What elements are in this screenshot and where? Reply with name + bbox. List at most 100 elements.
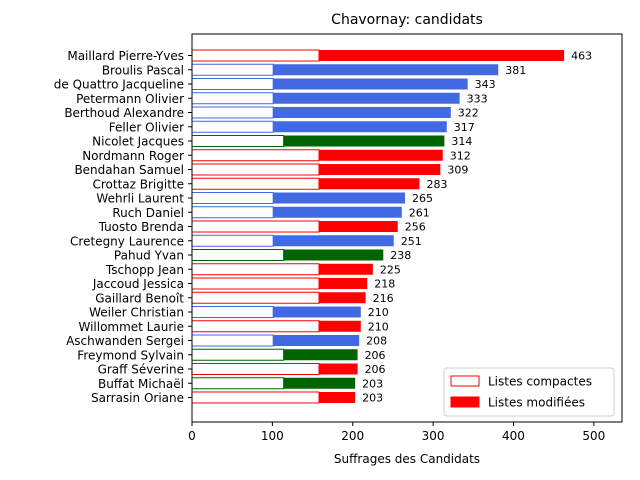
x-tick-label: 200 <box>341 429 364 443</box>
bar-modified <box>273 235 394 247</box>
bar-compact <box>191 49 320 62</box>
value-label: 314 <box>451 135 472 148</box>
bar-compact <box>191 106 274 119</box>
bar-compact <box>191 220 320 233</box>
legend: Listes compactes Listes modifiées <box>443 367 615 417</box>
bar-modified <box>273 192 405 204</box>
x-tick-label: 500 <box>582 429 605 443</box>
bar-compact <box>191 334 274 347</box>
bar-modified <box>273 121 447 133</box>
y-tick-label: Ruch Daniel <box>112 206 184 220</box>
bar-modified <box>273 206 402 218</box>
axes-layer: 0 100 200 300 400 500 <box>188 33 623 443</box>
bar-compact <box>191 249 285 261</box>
bar-modified <box>318 178 420 190</box>
bar-modified <box>318 278 368 289</box>
plot-frame <box>191 33 623 423</box>
legend-label: Listes compactes <box>488 375 592 389</box>
y-tick-label: Maillard Pierre-Yves <box>67 49 184 63</box>
bar-modified <box>318 164 441 175</box>
y-tick-label: Gaillard Benoît <box>95 291 184 305</box>
bar-compact <box>191 149 320 162</box>
bar-compact <box>191 291 320 304</box>
bar-compact <box>191 348 285 361</box>
value-label: 322 <box>458 107 479 120</box>
bar-modified <box>273 335 360 346</box>
bar-modified <box>318 50 565 61</box>
x-tick-label: 100 <box>261 429 284 443</box>
bar-modified <box>318 363 358 375</box>
bar-compact <box>191 320 320 333</box>
legend-swatch <box>450 396 480 408</box>
value-label: 208 <box>366 335 387 348</box>
bar-modified <box>283 349 358 361</box>
bar-modified <box>318 221 398 232</box>
bar-modified <box>318 320 361 332</box>
bar-compact <box>191 78 274 90</box>
value-label: 238 <box>390 249 411 262</box>
y-tick-label: Sarrasin Oriane <box>91 391 184 405</box>
value-label: 265 <box>412 192 433 205</box>
y-tick-label: Bendahan Samuel <box>74 163 184 177</box>
x-tick-label: 300 <box>422 429 445 443</box>
bar-compact <box>191 277 320 290</box>
x-tick-label: 400 <box>502 429 525 443</box>
value-label: 251 <box>401 235 422 248</box>
legend-box <box>443 367 615 417</box>
value-label: 317 <box>454 121 475 134</box>
value-label: 333 <box>467 92 488 105</box>
y-tick-label: Weiler Christian <box>89 306 184 320</box>
value-label: 283 <box>426 178 447 191</box>
y-tick-label: Tschopp Jean <box>105 263 184 277</box>
bar-compact <box>191 306 274 318</box>
x-tick-label: 0 <box>188 429 196 443</box>
value-label: 381 <box>505 64 526 77</box>
value-label: 203 <box>362 377 383 390</box>
y-tick-label: de Quattro Jacqueline <box>54 78 184 92</box>
value-label: 463 <box>571 50 592 63</box>
y-tick-label: Feller Olivier <box>109 120 184 134</box>
y-tick-label: Broulis Pascal <box>102 63 184 77</box>
y-tick-label: Willommet Laurie <box>78 320 184 334</box>
value-label: 256 <box>405 221 426 234</box>
value-label: 309 <box>447 164 468 177</box>
bar-modified <box>273 306 361 318</box>
y-tick-label: Graff Séverine <box>98 363 184 377</box>
value-label: 216 <box>373 292 394 305</box>
bar-compact <box>191 206 274 219</box>
labels-layer: 463 Maillard Pierre-Yves 381 Broulis Pascal… <box>54 49 592 405</box>
y-tick-label: Wehrli Laurent <box>96 192 184 206</box>
bar-compact <box>191 391 320 404</box>
bar-compact <box>191 234 274 247</box>
y-tick-label: Crottaz Brigitte <box>92 177 184 191</box>
x-axis-label: Suffrages des Candidats <box>334 452 480 466</box>
bar-modified <box>318 292 366 304</box>
bar-modified <box>273 107 451 118</box>
value-label: 261 <box>409 206 430 219</box>
y-tick-label: Tuosto Brenda <box>98 220 184 234</box>
bar-compact <box>191 377 285 390</box>
value-label: 206 <box>365 363 386 376</box>
bar-modified <box>318 263 373 275</box>
bar-modified <box>283 249 384 261</box>
bar-modified <box>318 149 443 161</box>
bar-compact <box>191 120 274 133</box>
value-label: 206 <box>365 349 386 362</box>
bar-modified <box>273 64 499 76</box>
bar-compact <box>191 363 320 375</box>
value-label: 343 <box>475 78 496 91</box>
bar-compact <box>191 263 320 276</box>
bar-compact <box>191 92 274 105</box>
value-label: 210 <box>368 306 389 319</box>
bar-compact <box>191 192 274 204</box>
chart-title: Chavornay: candidats <box>331 12 483 28</box>
bar-modified <box>283 135 445 147</box>
y-tick-label: Jaccoud Jessica <box>92 277 184 291</box>
bar-modified <box>318 392 356 403</box>
y-tick-label: Buffat Michaël <box>98 377 184 391</box>
bar-compact <box>191 135 285 147</box>
value-label: 203 <box>362 392 383 405</box>
y-tick-label: Freymond Sylvain <box>77 348 184 362</box>
